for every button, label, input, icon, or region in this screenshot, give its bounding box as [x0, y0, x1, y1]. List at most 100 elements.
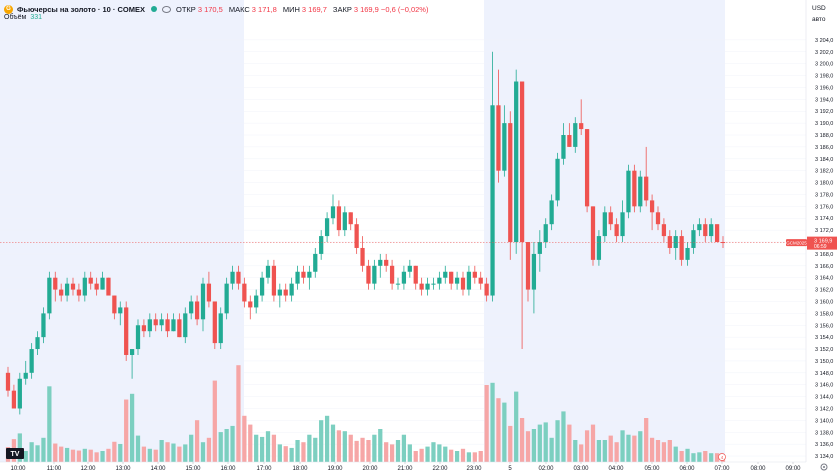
event-marker-label: 4: [721, 455, 724, 460]
price-tick-label: 3 174,0: [815, 216, 833, 222]
volume-bar: [254, 434, 259, 462]
time-tick-label: 14:00: [150, 466, 166, 472]
price-tick-label: 3 198,0: [815, 74, 833, 80]
time-tick-label: 17:00: [256, 466, 272, 472]
volume-bar: [53, 443, 58, 462]
volume-bar: [206, 437, 212, 462]
volume-bar: [301, 442, 306, 462]
volume-bar: [561, 411, 566, 462]
price-tick-label: 3 156,0: [815, 323, 833, 329]
close-label: ЗАКР: [332, 4, 352, 14]
candle: [443, 271, 448, 278]
candle: [614, 224, 619, 237]
candle: [271, 265, 277, 296]
volume-bar: [295, 440, 300, 462]
time-axis[interactable]: 10:00 11:00 12:00 13:00 14:00 15:00 16:00 17:00…: [0, 461, 806, 472]
candle: [579, 123, 584, 130]
volume-bar: [502, 402, 507, 462]
candle: [655, 212, 661, 225]
volume-bar: [248, 424, 253, 462]
volume-bar: [147, 448, 152, 462]
price-tick-label: 3 186,0: [815, 145, 833, 151]
volume-value: 331: [30, 14, 42, 21]
eye-icon[interactable]: [162, 5, 172, 13]
volume-bar: [555, 420, 560, 462]
volume-bar: [70, 449, 76, 462]
volume-bar: [100, 451, 105, 462]
candle: [466, 271, 472, 290]
volume-bar: [189, 434, 194, 462]
candle: [177, 319, 182, 338]
candle: [194, 301, 200, 320]
time-tick-label: 06:00: [679, 466, 695, 472]
time-tick-label: 21:00: [397, 466, 413, 472]
candle: [626, 170, 631, 213]
candle: [265, 265, 271, 278]
svg-text:TV: TV: [11, 451, 20, 458]
price-tick-label: 3 190,0: [815, 121, 833, 127]
volume-bar: [673, 446, 678, 462]
volume-bar: [76, 450, 82, 462]
candle: [549, 200, 554, 225]
candle: [242, 283, 247, 302]
price-tick-label: 3 142,0: [815, 406, 833, 412]
candle: [602, 212, 607, 237]
volume-bar: [537, 424, 542, 462]
price-axis[interactable]: 3 204,0 3 202,0 3 200,0 3 198,0 3 196,0 3 194…: [805, 0, 833, 462]
gold-logo-icon: G: [4, 4, 13, 14]
candle: [236, 271, 241, 284]
time-tick-label: 11:00: [47, 466, 62, 472]
symbol-title[interactable]: Фьючерсы на золото · 10 · COMEX: [17, 4, 146, 14]
candle: [76, 289, 82, 296]
candle: [82, 277, 87, 296]
time-tick-label: 18:00: [292, 466, 308, 472]
volume-bar: [531, 429, 537, 462]
volume-bar: [460, 448, 466, 462]
volume-bar: [389, 444, 395, 462]
tradingview-logo[interactable]: TV: [6, 448, 24, 459]
candle: [502, 123, 507, 171]
candle: [17, 378, 22, 409]
candle: [159, 319, 164, 326]
price-tick-label: 3 144,0: [815, 395, 833, 401]
candle: [431, 283, 436, 285]
volume-bar: [667, 440, 672, 462]
candle: [484, 283, 489, 296]
candle: [259, 277, 265, 296]
candle: [5, 372, 11, 391]
candle: [70, 283, 76, 290]
volume-bar: [330, 424, 336, 462]
price-tick-label: 3 188,0: [815, 133, 833, 139]
volume-bar: [431, 442, 436, 462]
price-tick-label: 3 182,0: [815, 169, 833, 175]
candle: [490, 105, 495, 296]
volume-bar: [159, 440, 164, 462]
volume-bar: [29, 442, 34, 462]
volume-bar: [194, 420, 200, 462]
candle: [324, 218, 330, 237]
scale-mode[interactable]: авто: [812, 16, 826, 23]
gear-icon[interactable]: [820, 463, 828, 471]
volume-bar: [443, 446, 448, 462]
chart-legend: G Фьючерсы на золото · 10 · COMEX ОТКР 3…: [4, 2, 434, 16]
candle: [112, 295, 117, 314]
live-status-icon: [151, 6, 158, 12]
volume-bar: [472, 452, 477, 462]
time-tick-label: 20:00: [362, 466, 378, 472]
grid: [0, 39, 806, 457]
time-tick-label: 15:00: [185, 466, 201, 472]
candle: [295, 271, 300, 284]
candle: [649, 200, 655, 213]
candle: [685, 247, 690, 260]
currency-label[interactable]: USD: [812, 5, 826, 12]
low-label: МИН: [282, 4, 300, 14]
volume-bar: [543, 422, 548, 462]
candle: [537, 242, 542, 254]
candle: [407, 265, 412, 272]
volume-bar: [283, 446, 288, 462]
volume-bar: [313, 437, 318, 462]
candle: [596, 236, 602, 260]
volume-bar: [271, 434, 277, 462]
candle: [567, 135, 572, 147]
